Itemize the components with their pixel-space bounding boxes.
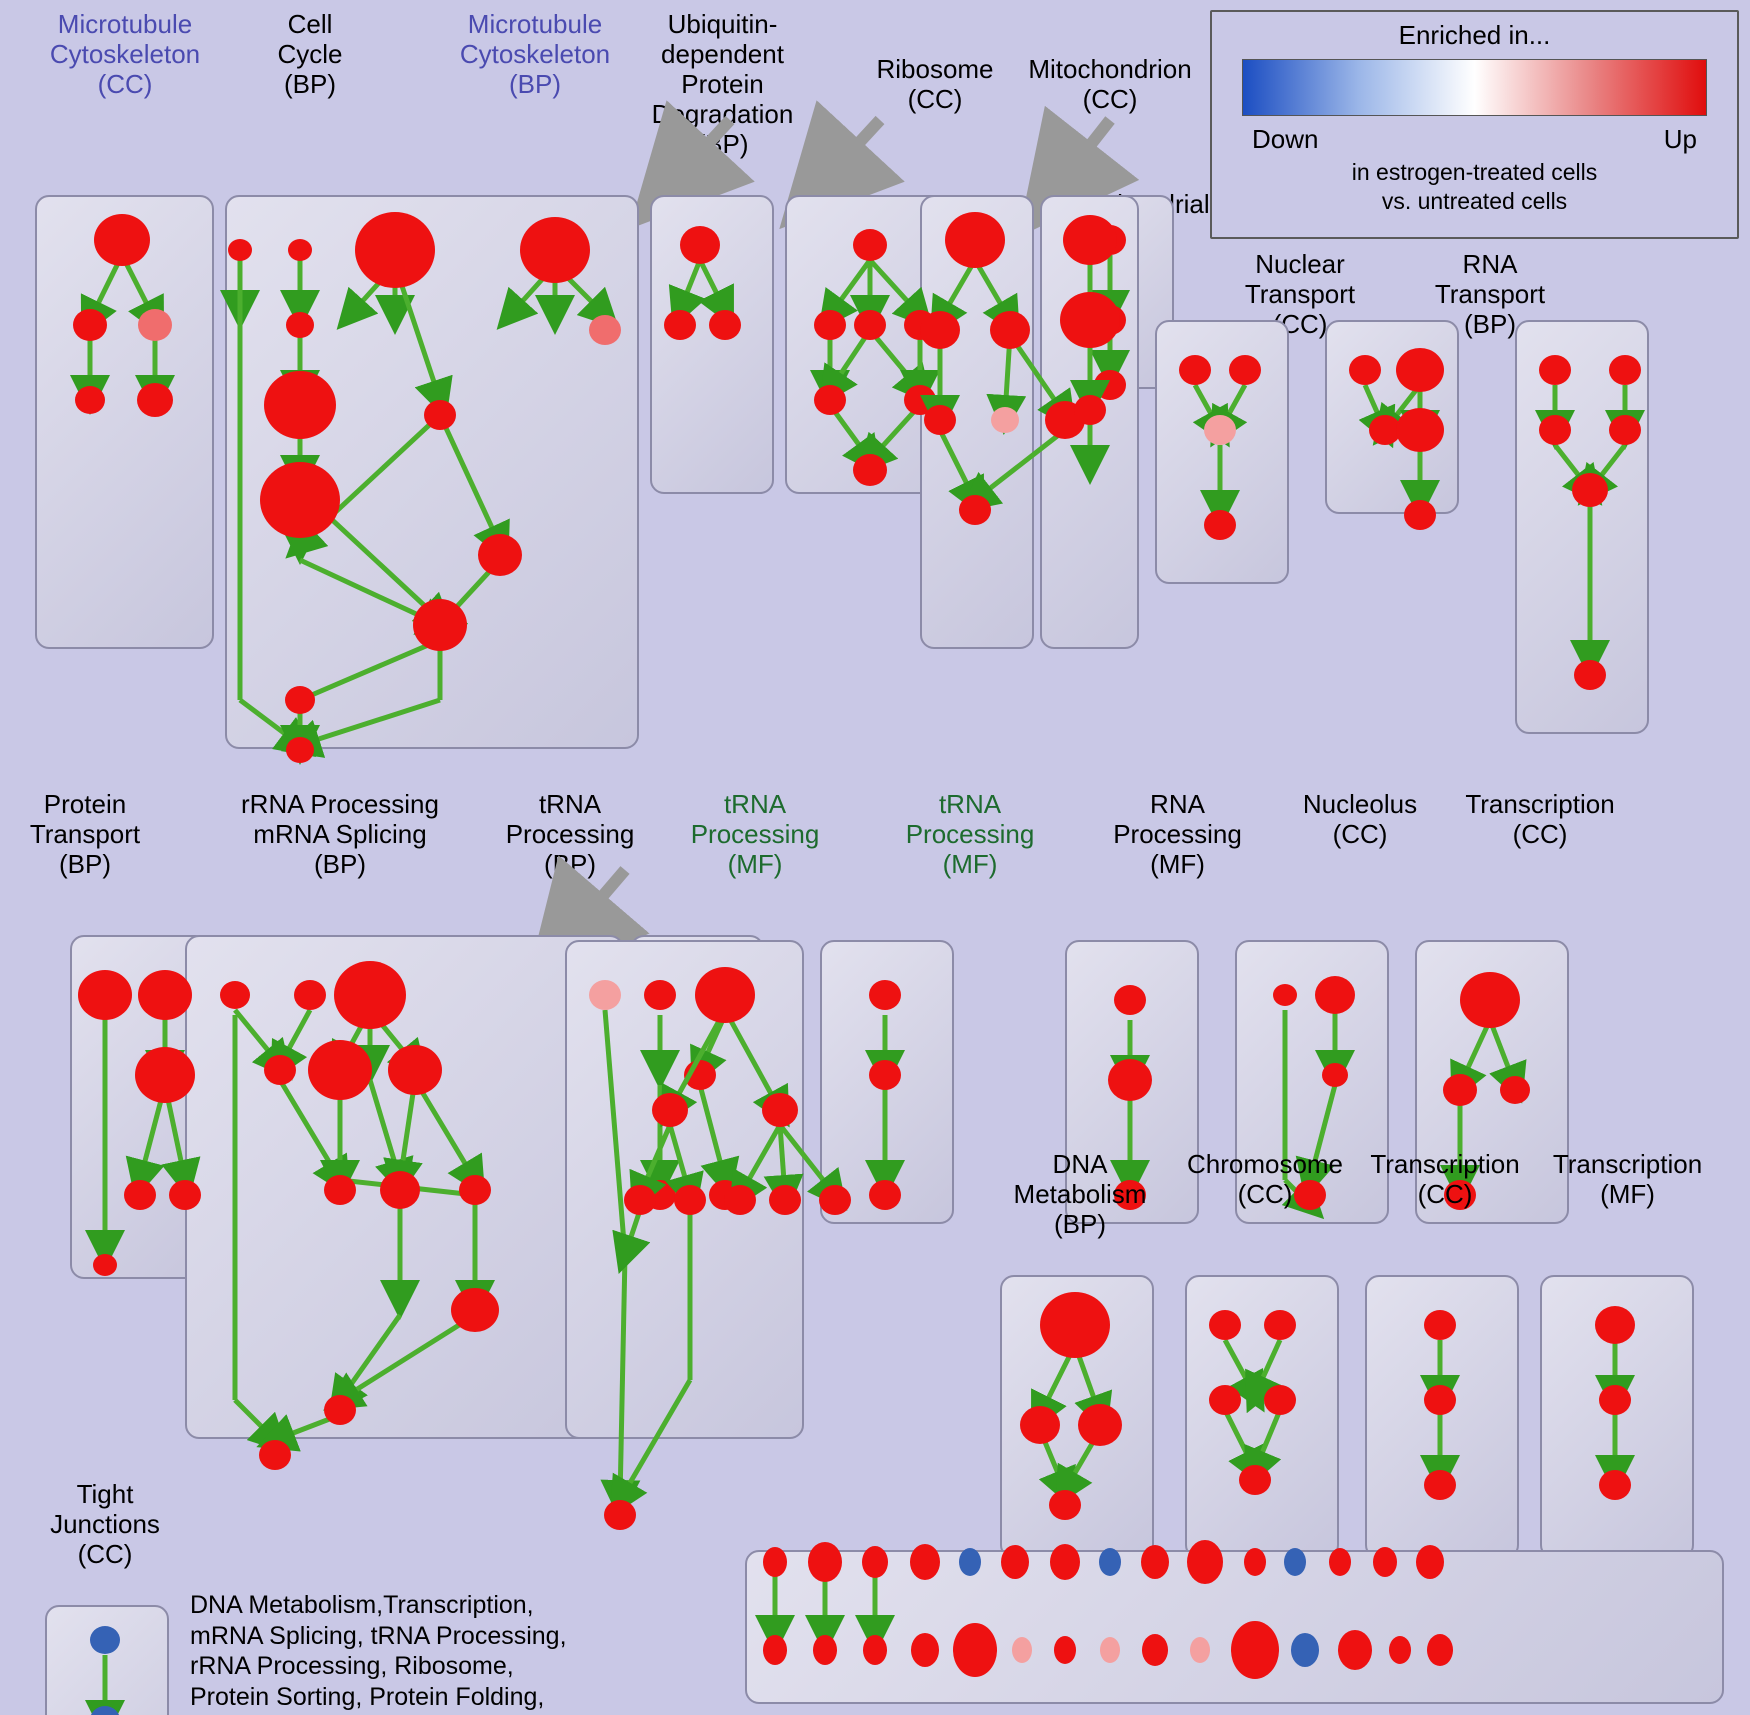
go-enrichment-network-diagram: Enriched in... Down Up in estrogen-treat…	[0, 0, 1750, 1715]
network-misc-row	[0, 0, 1750, 1715]
